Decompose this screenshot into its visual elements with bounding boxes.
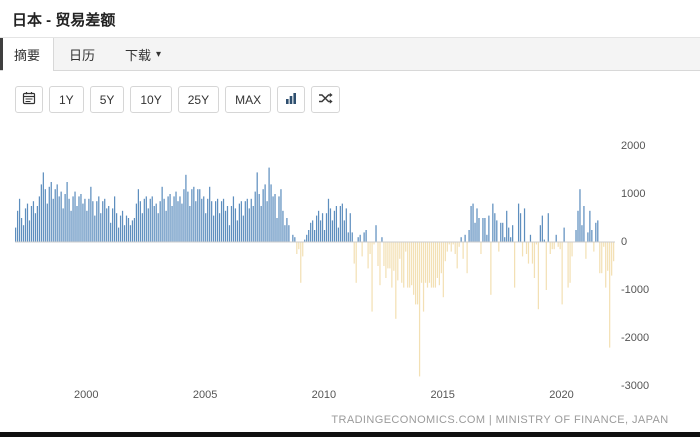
x-axis-tick-label: 2005: [192, 389, 218, 401]
tab-summary[interactable]: 摘要: [0, 38, 55, 71]
bottom-bar: [0, 432, 700, 437]
trade-balance-chart[interactable]: [15, 146, 615, 386]
tab-calendar-label: 日历: [69, 47, 96, 63]
tab-download-label: 下载: [125, 47, 152, 63]
chart-toolbar: 1Y 5Y 10Y 25Y MAX: [0, 71, 700, 125]
bar-chart-icon: [284, 91, 298, 108]
y-axis-tick-label: 0: [621, 236, 628, 248]
tab-calendar[interactable]: 日历: [54, 38, 110, 70]
x-axis-tick-label: 2020: [549, 389, 574, 401]
tab-bar: 摘要 日历 下载 ▾: [0, 37, 700, 71]
calendar-button[interactable]: [15, 86, 43, 113]
chart-type-button[interactable]: [277, 86, 306, 113]
chevron-down-icon: ▾: [156, 48, 162, 60]
y-axis-tick-label: -3000: [621, 380, 650, 392]
tab-summary-label: 摘要: [14, 47, 41, 63]
y-axis-tick-label: 1000: [621, 188, 646, 200]
page-title: 日本 - 贸易差额: [12, 12, 116, 29]
x-axis-labels: 2000 2005 2010 2015 2020: [15, 389, 615, 404]
x-axis-tick-label: 2000: [74, 389, 99, 401]
x-axis-tick-label: 2010: [311, 389, 337, 401]
y-axis-tick-label: 2000: [621, 140, 646, 152]
range-5y-button[interactable]: 5Y: [89, 86, 125, 113]
range-max-button[interactable]: MAX: [225, 86, 272, 113]
compare-icon: [318, 91, 333, 108]
range-1y-button[interactable]: 1Y: [49, 86, 84, 113]
page-header: 日本 - 贸易差额: [0, 0, 700, 37]
range-10y-button[interactable]: 10Y: [130, 86, 172, 113]
compare-button[interactable]: [311, 86, 341, 113]
y-axis-tick-label: -2000: [621, 332, 650, 344]
y-axis-labels: 2000 1000 0 -1000 -2000 -3000: [621, 140, 691, 392]
x-axis-tick-label: 2015: [430, 389, 455, 401]
chart-attribution: TRADINGECONOMICS.COM | MINISTRY OF FINAN…: [331, 414, 669, 426]
chart-area: 2000 1000 0 -1000 -2000 -3000 2000 2005 2010 201…: [0, 140, 700, 404]
tab-download[interactable]: 下载 ▾: [110, 38, 176, 70]
y-axis-tick-label: -1000: [621, 284, 650, 296]
calendar-icon: [22, 91, 36, 108]
range-25y-button[interactable]: 25Y: [177, 86, 220, 113]
